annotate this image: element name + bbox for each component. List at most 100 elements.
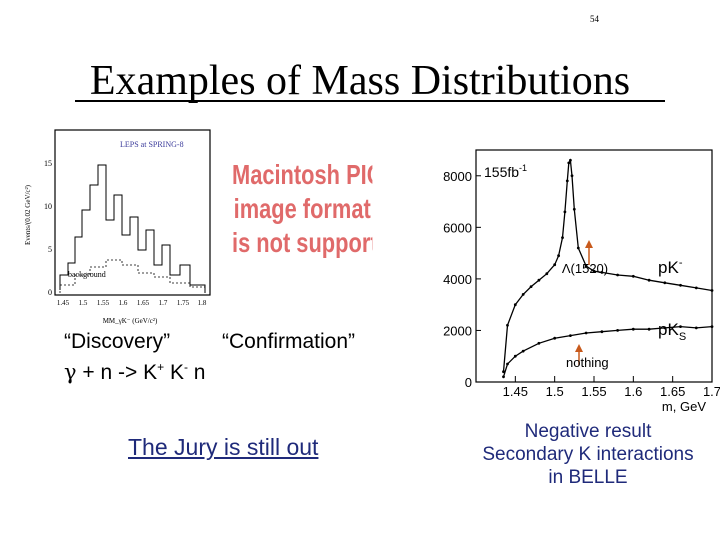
reaction-part: n (187, 361, 206, 384)
luminosity-label: 155fb-1 (484, 163, 527, 180)
leps-xtick: 1.45 (57, 299, 70, 307)
belle-data-point (537, 278, 541, 282)
belle-xtick-label: 1.7 (703, 384, 720, 399)
belle-ytick-label: 0 (465, 375, 472, 390)
belle-xtick-label: 1.5 (546, 384, 564, 399)
lambda-arrowhead (585, 240, 593, 248)
belle-data-point (570, 174, 574, 178)
belle-ytick-label: 8000 (443, 169, 472, 184)
belle-ytick-label: 2000 (443, 323, 472, 338)
leps-banner: LEPS at SPRING-8 (120, 140, 184, 149)
belle-data-point (567, 161, 571, 165)
belle-data-point (576, 246, 580, 250)
belle-data-point (529, 285, 533, 288)
belle-data-point (616, 329, 619, 332)
leps-xtick: 1.7 (159, 299, 168, 307)
leps-xtick: 1.5 (79, 299, 88, 307)
belle-data-point (663, 281, 667, 285)
belle-data-point (600, 271, 604, 274)
belle-data-point (569, 158, 572, 162)
leps-xtick: 1.8 (198, 299, 207, 307)
belle-data-point (569, 334, 572, 337)
belle-series-line-2 (502, 325, 713, 377)
belle-data-point (694, 286, 698, 290)
pk-minus-label: pK- (658, 257, 683, 277)
belle-xlabel: m, GeV (662, 399, 706, 414)
belle-data-point (592, 269, 596, 273)
gamma-symbol: γ (64, 360, 77, 384)
belle-data-point (506, 362, 509, 366)
reaction-sup: + (157, 360, 165, 374)
belle-data-point (553, 336, 557, 340)
belle-data-point (513, 354, 517, 358)
jury-statement: The Jury is still out (128, 434, 319, 460)
belle-data-point (545, 272, 549, 276)
belle-data-point (710, 289, 714, 292)
belle-data-point (563, 210, 567, 214)
belle-data-point (631, 274, 635, 278)
belle-data-point (537, 341, 541, 345)
leps-ytick: 15 (44, 159, 52, 168)
belle-data-point (647, 327, 651, 331)
leps-ytick: 5 (48, 245, 52, 254)
unsupported-image-placeholder: Macintosh PICT image format is not suppo… (232, 158, 372, 260)
belle-xtick-label: 1.55 (581, 384, 606, 399)
belle-xtick-label: 1.45 (503, 384, 528, 399)
confirmation-caption: “Confirmation” (222, 330, 356, 353)
placeholder-line: is not supported (232, 227, 372, 258)
nothing-label: nothing (566, 355, 609, 370)
leps-xtick: 1.75 (177, 299, 190, 307)
belle-data-point (557, 254, 560, 258)
belle-ytick-label: 4000 (443, 272, 472, 287)
lambda-label: Λ(1520) (562, 261, 608, 276)
belle-data-point (616, 273, 619, 277)
belle-data-point (572, 207, 576, 211)
belle-data-point (679, 325, 682, 328)
belle-data-point (521, 293, 525, 296)
belle-data-point (521, 349, 525, 353)
belle-data-point (663, 326, 667, 330)
result-line: in BELLE (548, 467, 628, 488)
belle-result-text: Negative result Secondary K interactions… (468, 420, 708, 489)
title-underline (75, 100, 665, 102)
belle-data-point (513, 303, 517, 307)
reaction-equation: γ + n -> K+ K- n (64, 360, 205, 385)
belle-data-point (502, 375, 505, 379)
nothing-arrowhead (575, 344, 583, 352)
leps-histogram-dashed (59, 259, 205, 293)
belle-data-point (553, 263, 557, 267)
leps-ylabel: Events/(0.02 GeV/c²) (24, 184, 32, 245)
belle-data-point (710, 325, 714, 328)
belle-xtick-label: 1.65 (660, 384, 685, 399)
belle-data-point (600, 330, 604, 334)
belle-data-point (506, 323, 509, 327)
leps-frame (54, 129, 211, 296)
result-line: Secondary K interactions (482, 444, 694, 465)
pks-label: pKS (658, 320, 686, 343)
page-number: 54 (590, 14, 599, 24)
belle-xtick-label: 1.6 (624, 384, 642, 399)
belle-data-point (584, 264, 588, 268)
belle-data-point (561, 236, 564, 239)
leps-histogram: LEPS at SPRING-8 background 0 5 10 15 1.… (24, 129, 211, 325)
leps-background-label: background (68, 270, 106, 279)
reaction-part: + n -> K (76, 361, 158, 384)
belle-data-point (631, 327, 635, 331)
discovery-caption: “Discovery” (64, 330, 171, 353)
leps-ytick: 0 (48, 288, 52, 297)
result-line: Negative result (524, 421, 652, 442)
belle-data-point (647, 278, 651, 282)
slide-title: Examples of Mass Distributions (89, 58, 631, 104)
leps-xlabel: MM_γK⁻ (GeV/c²) (103, 317, 158, 325)
belle-ytick-label: 6000 (443, 220, 472, 235)
belle-data-point (565, 179, 569, 183)
leps-xtick: 1.65 (137, 299, 150, 307)
placeholder-line: image format (233, 193, 371, 224)
reaction-part: K (164, 361, 184, 384)
belle-data-point (584, 331, 588, 335)
reaction-sup: - (183, 360, 188, 374)
leps-xtick: 1.55 (97, 299, 110, 307)
belle-data-point (694, 326, 698, 330)
placeholder-line: Macintosh PICT (232, 159, 372, 190)
